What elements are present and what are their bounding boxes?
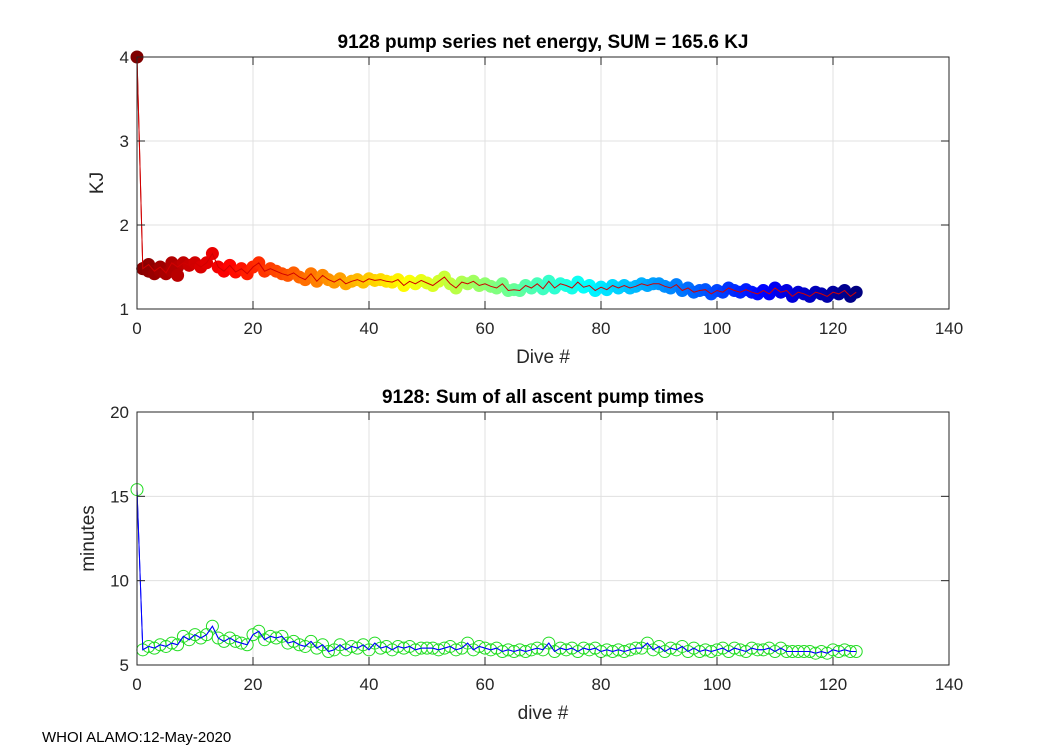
- data-point: [292, 638, 306, 652]
- x-tick-label: 120: [819, 675, 847, 694]
- pump-time-y-axis-label: minutes: [78, 505, 99, 572]
- y-tick-label: 1: [120, 300, 129, 319]
- x-tick-label: 80: [592, 319, 611, 338]
- y-tick-label: 3: [120, 132, 129, 151]
- series-line: [136, 489, 857, 654]
- y-tick-label: 2: [120, 216, 129, 235]
- data-point: [165, 636, 179, 650]
- footer-stamp: WHOI ALAMO:12-May-2020: [42, 729, 231, 746]
- x-tick-label: 120: [819, 319, 847, 338]
- series-line-overlay: [136, 56, 857, 298]
- data-point: [229, 634, 243, 648]
- data-point: [240, 638, 254, 652]
- data-point: [727, 641, 741, 655]
- x-tick-label: 0: [132, 675, 141, 694]
- energy-chart-title: 9128 pump series net energy, SUM = 165.6…: [338, 32, 749, 53]
- data-point: [617, 645, 631, 659]
- x-tick-label: 80: [592, 675, 611, 694]
- x-tick-label: 0: [132, 319, 141, 338]
- pump-time-axes-frame: [136, 411, 950, 666]
- data-point: [269, 631, 283, 645]
- x-tick-label: 40: [360, 675, 379, 694]
- x-tick-label: 40: [360, 319, 379, 338]
- x-tick-label: 20: [244, 319, 263, 338]
- pump-time-x-axis-label: dive #: [518, 703, 569, 724]
- data-point: [205, 619, 219, 633]
- pump-time-chart-title: 9128: Sum of all ascent pump times: [382, 387, 704, 408]
- data-point: [472, 639, 486, 653]
- data-point: [432, 643, 446, 657]
- y-tick-label: 5: [120, 656, 129, 675]
- x-tick-label: 100: [703, 675, 731, 694]
- y-tick-label: 4: [120, 48, 129, 67]
- series-line-overlay: [136, 489, 857, 654]
- x-tick-label: 60: [476, 319, 495, 338]
- series-line: [136, 56, 857, 298]
- energy-x-axis-label: Dive #: [516, 347, 570, 368]
- y-tick-label: 20: [110, 403, 129, 422]
- energy-y-axis-label: KJ: [87, 172, 108, 194]
- data-point: [843, 645, 857, 659]
- data-point: [704, 645, 718, 659]
- data-point: [234, 636, 248, 650]
- y-tick-label: 15: [110, 487, 129, 506]
- data-point: [321, 645, 335, 659]
- data-point: [449, 643, 463, 657]
- pump-time-axes: 0 20 40 60 80 100 120 140 5 10 15 20 9128: Sum of a…: [78, 387, 963, 724]
- data-point: [171, 268, 185, 282]
- x-tick-label: 100: [703, 319, 731, 338]
- y-tick-label: 10: [110, 572, 129, 591]
- x-tick-label: 140: [935, 675, 963, 694]
- data-point: [519, 645, 533, 659]
- energy-axes: 0 20 40 60 80 100 120 140 1 2 3 4 9128 pump series …: [87, 32, 963, 368]
- x-tick-label: 60: [476, 675, 495, 694]
- energy-axes-frame: [136, 56, 950, 310]
- x-tick-label: 140: [935, 319, 963, 338]
- x-tick-label: 20: [244, 675, 263, 694]
- data-point: [530, 641, 544, 655]
